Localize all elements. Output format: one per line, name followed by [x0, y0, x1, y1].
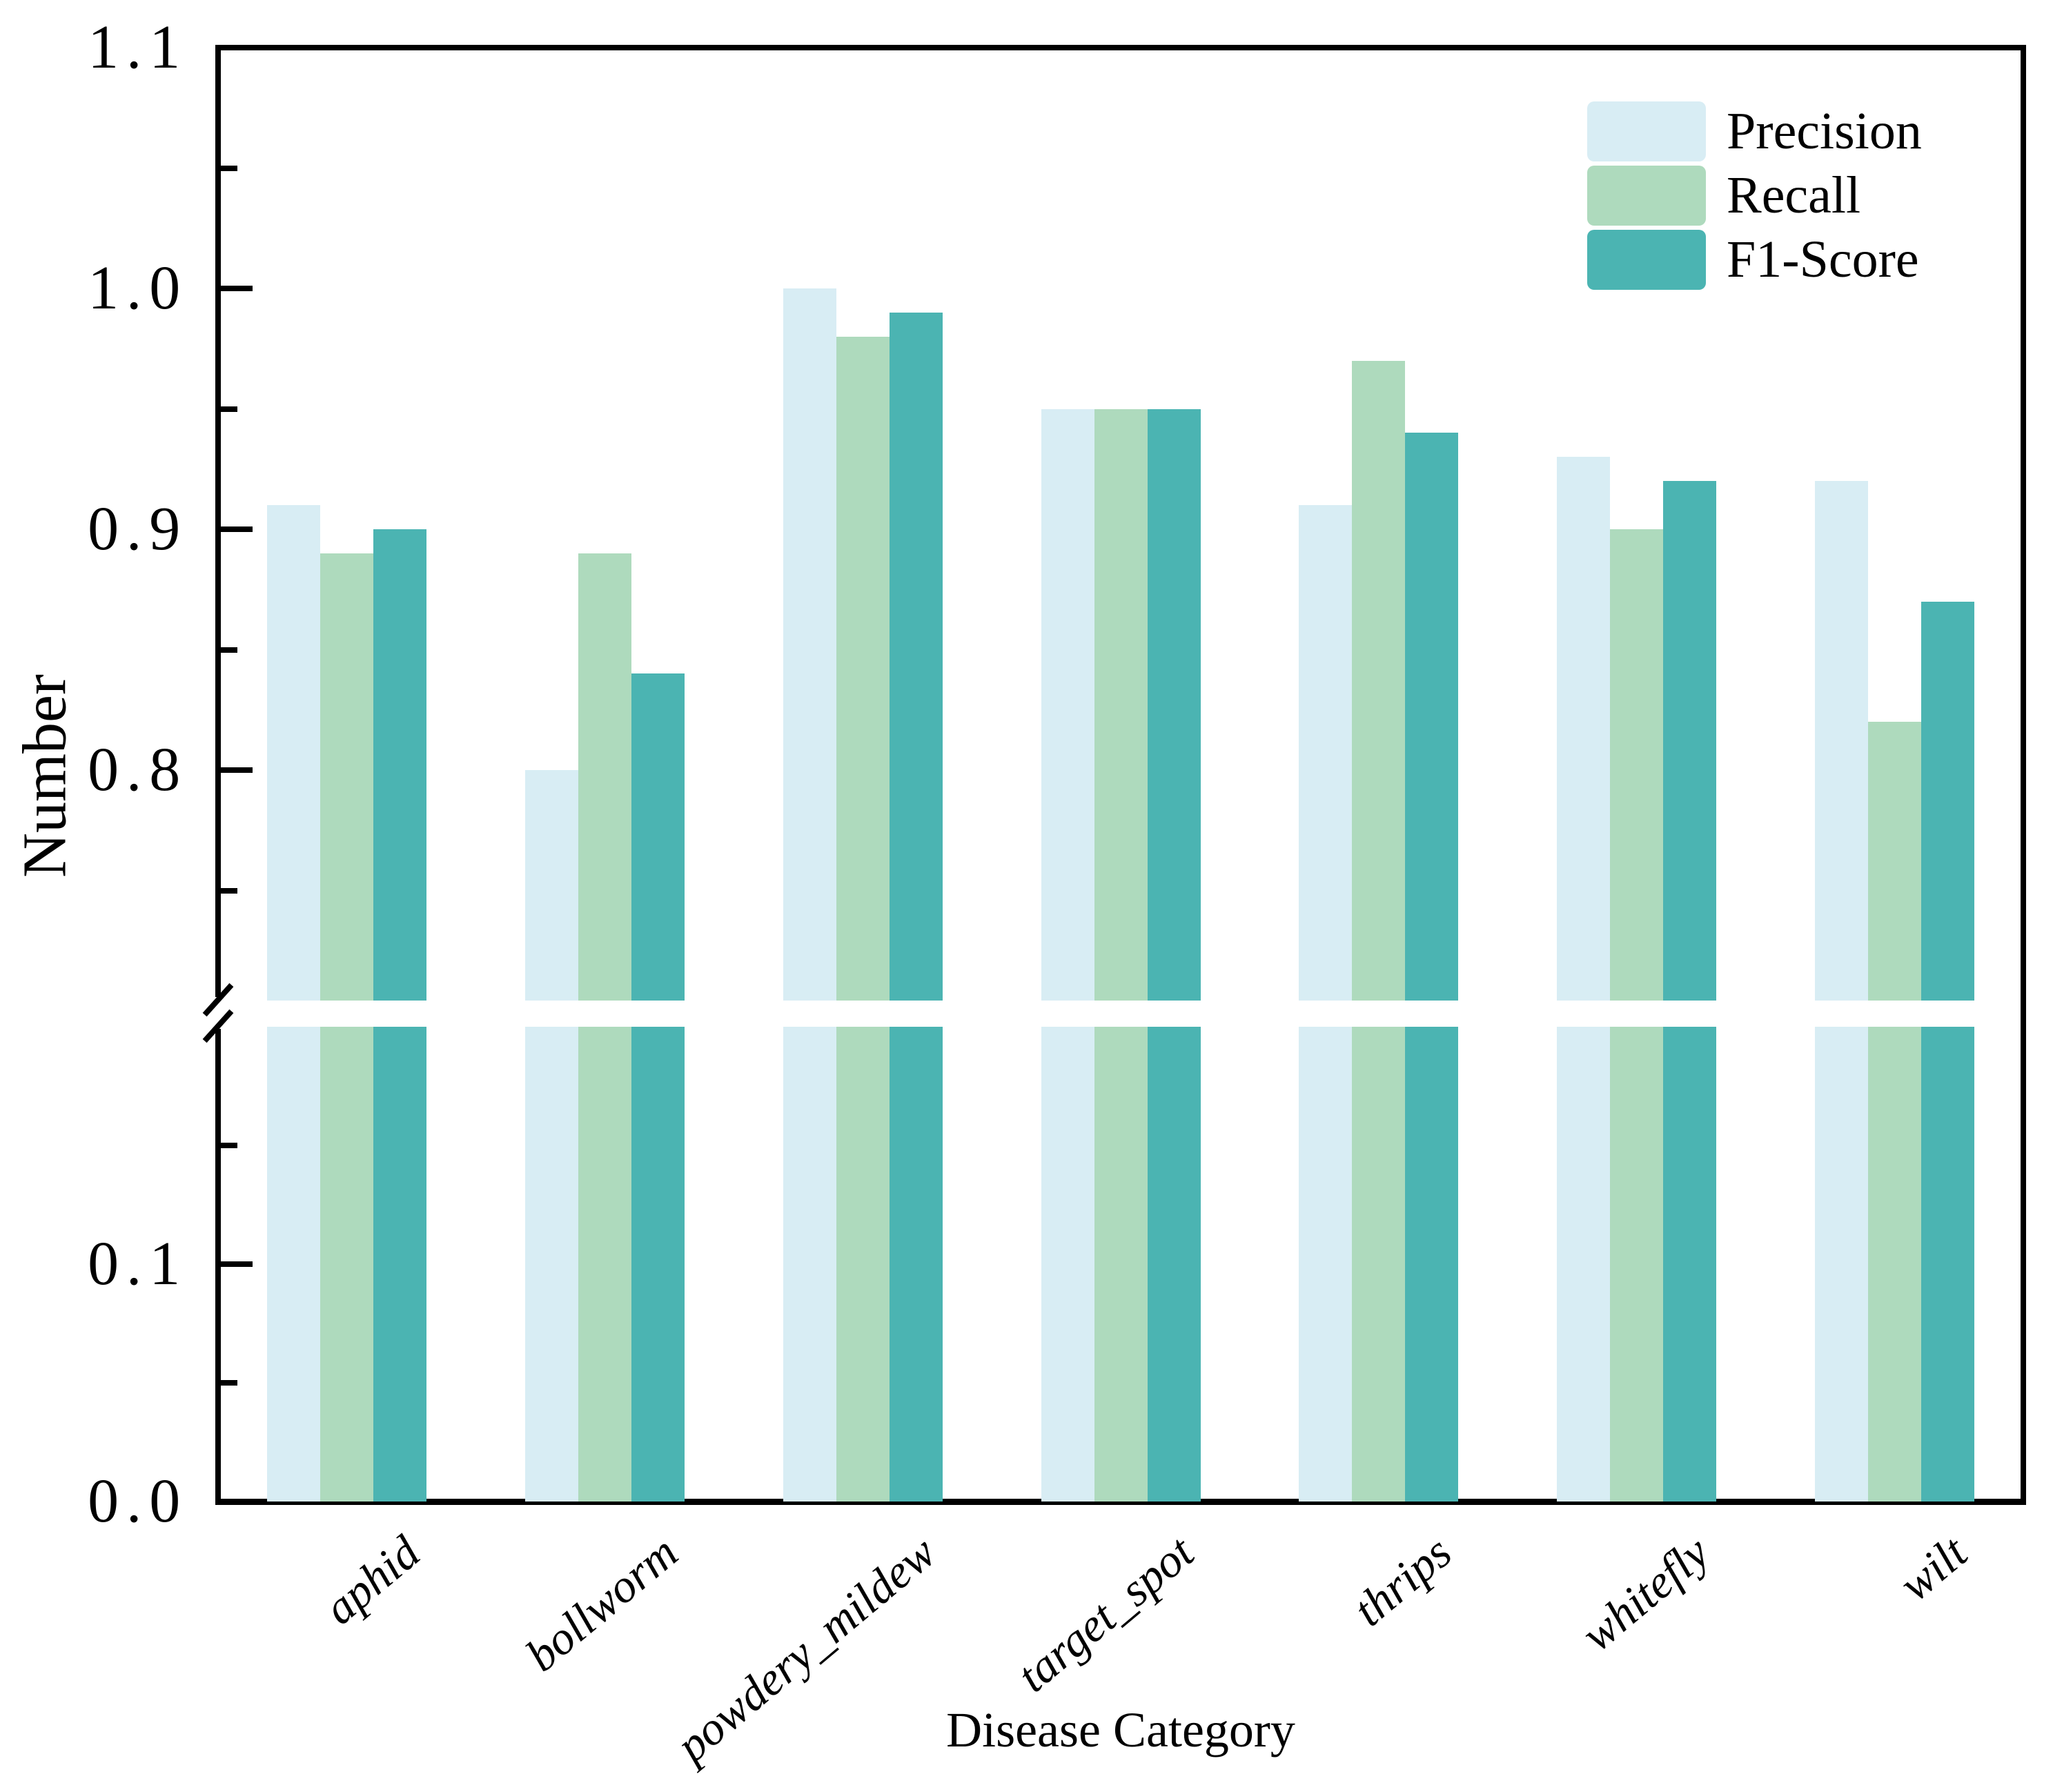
bottom-spine: [215, 1499, 2026, 1505]
bar-upper-f1-score-powdery_mildew: [889, 312, 943, 1001]
bar-lower-f1-score-whitefly: [1662, 1027, 1716, 1501]
y-tick-label: 0.1: [88, 1230, 188, 1298]
bar-lower-f1-score-target_spot: [1147, 1027, 1201, 1501]
x-category-label-thrips: thrips: [1343, 1525, 1462, 1637]
x-category-label-wilt: wilt: [1889, 1525, 1977, 1611]
legend-label-recall: Recall: [1727, 166, 1861, 224]
bar-lower-recall-target_spot: [1094, 1027, 1148, 1501]
y-tick-major: [221, 767, 253, 773]
left-spine-lower: [215, 1029, 221, 1505]
y-tick-major: [221, 286, 253, 291]
x-category-label-bollworm: bollworm: [515, 1525, 687, 1682]
bar-upper-recall-whitefly: [1609, 529, 1663, 1001]
bar-upper-f1-score-whitefly: [1662, 481, 1716, 1001]
bar-lower-recall-powdery_mildew: [836, 1027, 890, 1501]
bar-upper-recall-target_spot: [1094, 408, 1148, 1001]
y-tick-minor: [221, 887, 237, 894]
legend-label-precision: Precision: [1727, 102, 1922, 160]
legend-swatch-recall: [1587, 166, 1706, 226]
bar-upper-recall-wilt: [1867, 722, 1921, 1001]
y-tick-label: 0.8: [88, 736, 188, 804]
bar-lower-recall-whitefly: [1609, 1027, 1663, 1501]
bar-lower-precision-thrips: [1299, 1027, 1353, 1501]
y-axis-title: Number: [10, 674, 79, 878]
y-tick-major: [221, 526, 253, 532]
x-category-label-aphid: aphid: [313, 1525, 430, 1635]
bar-upper-precision-powdery_mildew: [783, 288, 836, 1001]
y-tick-label: 1.0: [88, 254, 188, 322]
bar-lower-f1-score-bollworm: [631, 1027, 685, 1501]
y-tick-label: 0.0: [88, 1467, 188, 1535]
y-tick-minor: [221, 165, 237, 171]
y-tick-label: 1.1: [88, 13, 188, 81]
bar-lower-f1-score-thrips: [1405, 1027, 1459, 1501]
y-tick-major: [221, 1261, 253, 1267]
bar-upper-f1-score-thrips: [1405, 433, 1459, 1001]
x-axis-title: Disease Category: [946, 1702, 1295, 1757]
bar-upper-f1-score-wilt: [1921, 601, 1974, 1001]
bar-upper-recall-thrips: [1352, 360, 1406, 1001]
bar-upper-f1-score-target_spot: [1147, 408, 1201, 1001]
bar-lower-precision-powdery_mildew: [783, 1027, 836, 1501]
x-category-label-target_spot: target_spot: [1007, 1525, 1204, 1702]
bar-upper-precision-target_spot: [1041, 408, 1094, 1001]
right-spine: [2021, 45, 2026, 1505]
y-tick-minor: [221, 406, 237, 412]
bar-lower-recall-aphid: [320, 1027, 374, 1501]
bar-upper-recall-bollworm: [578, 553, 632, 1001]
bar-upper-precision-thrips: [1299, 505, 1353, 1001]
bar-lower-f1-score-wilt: [1921, 1027, 1974, 1501]
bar-upper-recall-powdery_mildew: [836, 336, 890, 1001]
x-category-label-whitefly: whitefly: [1571, 1525, 1719, 1662]
y-tick-label: 0.9: [88, 495, 188, 563]
bar-upper-precision-wilt: [1814, 481, 1868, 1001]
bar-upper-precision-bollworm: [525, 770, 579, 1001]
bar-lower-precision-whitefly: [1556, 1027, 1610, 1501]
bar-lower-f1-score-powdery_mildew: [889, 1027, 943, 1501]
legend-swatch-f1-score: [1587, 230, 1706, 290]
legend-label-f1-score: F1-Score: [1727, 230, 1919, 288]
bar-lower-recall-wilt: [1867, 1027, 1921, 1501]
bar-lower-recall-bollworm: [578, 1027, 632, 1501]
bar-upper-precision-whitefly: [1556, 457, 1610, 1001]
y-tick-minor: [221, 1143, 237, 1148]
bar-lower-precision-bollworm: [525, 1027, 579, 1501]
y-tick-minor: [221, 647, 237, 653]
bar-upper-precision-aphid: [267, 505, 321, 1001]
bar-lower-f1-score-aphid: [373, 1027, 427, 1501]
left-spine-upper: [215, 45, 221, 997]
bar-upper-recall-aphid: [320, 553, 374, 1001]
bar-lower-precision-aphid: [267, 1027, 321, 1501]
bar-upper-f1-score-bollworm: [631, 673, 685, 1001]
bar-lower-recall-thrips: [1352, 1027, 1406, 1501]
bar-lower-precision-target_spot: [1041, 1027, 1094, 1501]
legend-swatch-precision: [1587, 101, 1706, 161]
y-tick-minor: [221, 1380, 237, 1386]
top-spine: [215, 45, 2026, 50]
bar-lower-precision-wilt: [1814, 1027, 1868, 1501]
bar-upper-f1-score-aphid: [373, 529, 427, 1001]
